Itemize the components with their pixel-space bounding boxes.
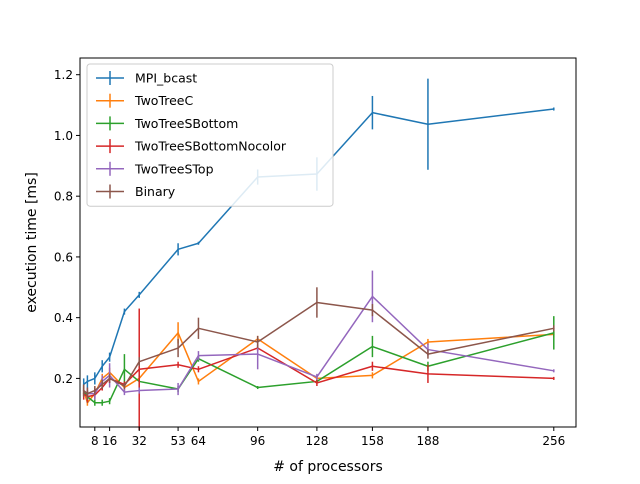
data-point	[177, 332, 179, 334]
data-point	[371, 374, 374, 377]
data-point	[94, 401, 96, 404]
x-tick-label: 128	[305, 434, 328, 448]
data-point	[256, 341, 259, 343]
data-point	[371, 111, 374, 114]
x-tick-label: 32	[132, 434, 147, 448]
data-point	[86, 392, 89, 395]
data-point	[256, 353, 259, 355]
x-tick-label: 188	[416, 434, 439, 448]
legend-label: TwoTreeC	[134, 93, 193, 108]
data-point	[316, 376, 318, 378]
x-tick-label: 8	[91, 434, 99, 448]
data-point	[101, 401, 104, 404]
series-line	[83, 332, 554, 404]
data-point	[197, 242, 200, 245]
data-point	[552, 327, 555, 330]
data-point	[108, 400, 111, 402]
y-tick-label: 0.4	[54, 311, 73, 325]
series-layer	[82, 78, 555, 431]
data-point	[427, 353, 429, 355]
data-point	[138, 389, 141, 392]
x-tick-label: 158	[361, 434, 384, 448]
y-tick-label: 1.0	[54, 129, 73, 143]
legend-label: TwoTreeSTop	[134, 161, 214, 176]
legend-box	[86, 63, 334, 207]
series-line	[83, 108, 554, 386]
data-point	[371, 309, 374, 311]
data-point	[177, 248, 179, 251]
series-line	[83, 295, 554, 395]
legend-item: TwoTreeSBottomNocolor	[96, 139, 287, 154]
data-point	[123, 385, 126, 387]
data-point	[94, 389, 96, 392]
data-point	[371, 345, 374, 348]
data-point	[138, 360, 141, 363]
y-tick-label: 0.8	[54, 190, 73, 204]
data-point	[316, 301, 318, 304]
x-axis-label: # of processors	[273, 459, 383, 475]
y-tick-label: 0.6	[54, 250, 73, 264]
data-point	[101, 383, 104, 386]
data-point	[108, 356, 111, 358]
series-line	[83, 301, 554, 395]
x-tick-label: 96	[250, 434, 265, 448]
y-axis-ticks: 0.2 0.4 0.6 0.8 1.0 1.2	[54, 68, 80, 386]
data-point	[427, 341, 429, 343]
data-point	[197, 380, 200, 383]
data-point	[123, 310, 126, 313]
legend-item: TwoTreeSBottom	[96, 116, 238, 131]
x-axis-ticks: 8 16 32 53 64 96 128 158 188 256	[91, 427, 565, 448]
data-point	[123, 368, 126, 371]
series-line	[83, 347, 554, 398]
data-point	[177, 363, 179, 366]
data-point	[94, 377, 96, 380]
data-point	[552, 377, 555, 380]
data-point	[371, 365, 374, 368]
data-point	[427, 373, 429, 375]
data-point	[177, 388, 179, 390]
plot-frame	[79, 57, 577, 428]
data-point	[82, 389, 85, 392]
x-tick-label: 16	[102, 434, 117, 448]
data-point	[177, 347, 179, 349]
data-point	[552, 108, 555, 110]
data-point	[316, 382, 318, 384]
data-point	[101, 365, 104, 368]
legend-label: MPI_bcast	[135, 71, 197, 86]
data-point	[138, 294, 141, 296]
legend-label: TwoTreeSBottomNocolor	[134, 139, 287, 154]
legend-item: Binary	[96, 184, 176, 199]
data-point	[197, 354, 200, 357]
x-tick-label: 64	[191, 434, 206, 448]
y-tick-label: 1.2	[54, 68, 73, 82]
x-tick-label: 256	[542, 434, 565, 448]
legend-item: TwoTreeSTop	[96, 161, 214, 176]
data-point	[138, 368, 141, 371]
legend-label: Binary	[135, 184, 176, 199]
data-point	[371, 295, 374, 298]
data-point	[256, 386, 259, 389]
y-axis-label: execution time [ms]	[24, 172, 40, 313]
data-point	[427, 123, 429, 126]
series-Binary	[82, 287, 555, 400]
x-tick-label: 53	[170, 434, 185, 448]
data-point	[123, 391, 126, 393]
data-point	[86, 380, 89, 383]
legend-item: TwoTreeC	[96, 93, 193, 108]
data-point	[197, 327, 200, 330]
legend: MPI_bcast TwoTreeC TwoTreeSBottom TwoTreeSB…	[86, 63, 334, 207]
data-point	[552, 370, 555, 372]
data-point	[108, 377, 111, 380]
data-point	[197, 368, 200, 371]
data-point	[552, 332, 555, 334]
y-tick-label: 0.2	[54, 372, 73, 386]
legend-item: MPI_bcast	[96, 71, 197, 86]
legend-label: TwoTreeSBottom	[134, 116, 238, 131]
